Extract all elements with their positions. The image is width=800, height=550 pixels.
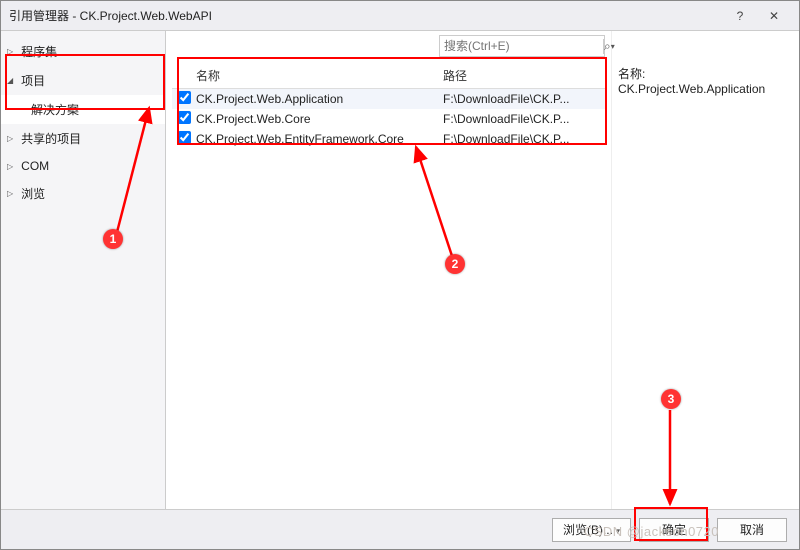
search-row: ⌕ ▾ bbox=[172, 35, 605, 57]
row-checkbox[interactable] bbox=[178, 131, 191, 144]
row-name: CK.Project.Web.Application bbox=[196, 92, 443, 106]
titlebar: 引用管理器 - CK.Project.Web.WebAPI ? ✕ bbox=[1, 1, 799, 31]
sidebar: 程序集 项目 解决方案 共享的项目 COM 浏览 bbox=[1, 31, 166, 509]
body-area: 程序集 项目 解决方案 共享的项目 COM 浏览 ⌕ ▾ 名称 路径 CK.Pr… bbox=[1, 31, 799, 509]
row-path: F:\DownloadFile\CK.P... bbox=[443, 112, 603, 126]
sidebar-label: 程序集 bbox=[21, 43, 57, 60]
list-panel: ⌕ ▾ 名称 路径 CK.Project.Web.Application F:\… bbox=[166, 31, 611, 509]
search-dropdown-icon[interactable]: ▾ bbox=[611, 42, 615, 51]
browse-button[interactable]: 浏览(B)... bbox=[552, 518, 631, 542]
list-row[interactable]: CK.Project.Web.EntityFramework.Core F:\D… bbox=[172, 129, 605, 149]
row-path: F:\DownloadFile\CK.P... bbox=[443, 132, 603, 146]
ok-button[interactable]: 确定 bbox=[639, 518, 709, 542]
sidebar-label: 项目 bbox=[21, 72, 45, 89]
sidebar-item-shared[interactable]: 共享的项目 bbox=[1, 124, 165, 153]
window-title: 引用管理器 - CK.Project.Web.WebAPI bbox=[9, 7, 723, 24]
close-icon: ✕ bbox=[769, 9, 779, 23]
search-box[interactable]: ⌕ ▾ bbox=[439, 35, 605, 57]
sidebar-label: 浏览 bbox=[21, 185, 45, 202]
col-check-header bbox=[174, 67, 196, 84]
sidebar-label: 共享的项目 bbox=[21, 130, 81, 147]
search-icon[interactable]: ⌕ bbox=[603, 39, 611, 54]
list-header: 名称 路径 bbox=[172, 63, 605, 89]
col-name-header[interactable]: 名称 bbox=[196, 67, 443, 84]
sidebar-label: COM bbox=[21, 159, 49, 173]
list-row[interactable]: CK.Project.Web.Application F:\DownloadFi… bbox=[172, 89, 605, 109]
sidebar-item-browse[interactable]: 浏览 bbox=[1, 179, 165, 208]
sidebar-item-projects[interactable]: 项目 bbox=[1, 66, 165, 95]
row-path: F:\DownloadFile\CK.P... bbox=[443, 92, 603, 106]
help-icon: ? bbox=[737, 9, 744, 23]
center-panel: ⌕ ▾ 名称 路径 CK.Project.Web.Application F:\… bbox=[166, 31, 799, 509]
cancel-button[interactable]: 取消 bbox=[717, 518, 787, 542]
sidebar-sublabel: 解决方案 bbox=[31, 103, 79, 117]
close-button[interactable]: ✕ bbox=[757, 3, 791, 29]
detail-panel: 名称: CK.Project.Web.Application bbox=[611, 31, 799, 509]
sidebar-subitem-solution[interactable]: 解决方案 bbox=[1, 95, 165, 124]
detail-value: CK.Project.Web.Application bbox=[618, 82, 793, 96]
help-button[interactable]: ? bbox=[723, 3, 757, 29]
cancel-label: 取消 bbox=[740, 523, 764, 537]
row-name: CK.Project.Web.Core bbox=[196, 112, 443, 126]
footer: 浏览(B)... 确定 取消 bbox=[1, 509, 799, 549]
ok-label: 确定 bbox=[662, 523, 686, 537]
row-name: CK.Project.Web.EntityFramework.Core bbox=[196, 132, 443, 146]
browse-label: 浏览(B)... bbox=[563, 523, 613, 537]
row-checkbox[interactable] bbox=[178, 111, 191, 124]
detail-label: 名称: bbox=[618, 65, 793, 82]
list-row[interactable]: CK.Project.Web.Core F:\DownloadFile\CK.P… bbox=[172, 109, 605, 129]
sidebar-item-com[interactable]: COM bbox=[1, 153, 165, 179]
col-path-header[interactable]: 路径 bbox=[443, 67, 603, 84]
search-input[interactable] bbox=[440, 39, 603, 53]
row-checkbox[interactable] bbox=[178, 91, 191, 104]
sidebar-item-assemblies[interactable]: 程序集 bbox=[1, 37, 165, 66]
